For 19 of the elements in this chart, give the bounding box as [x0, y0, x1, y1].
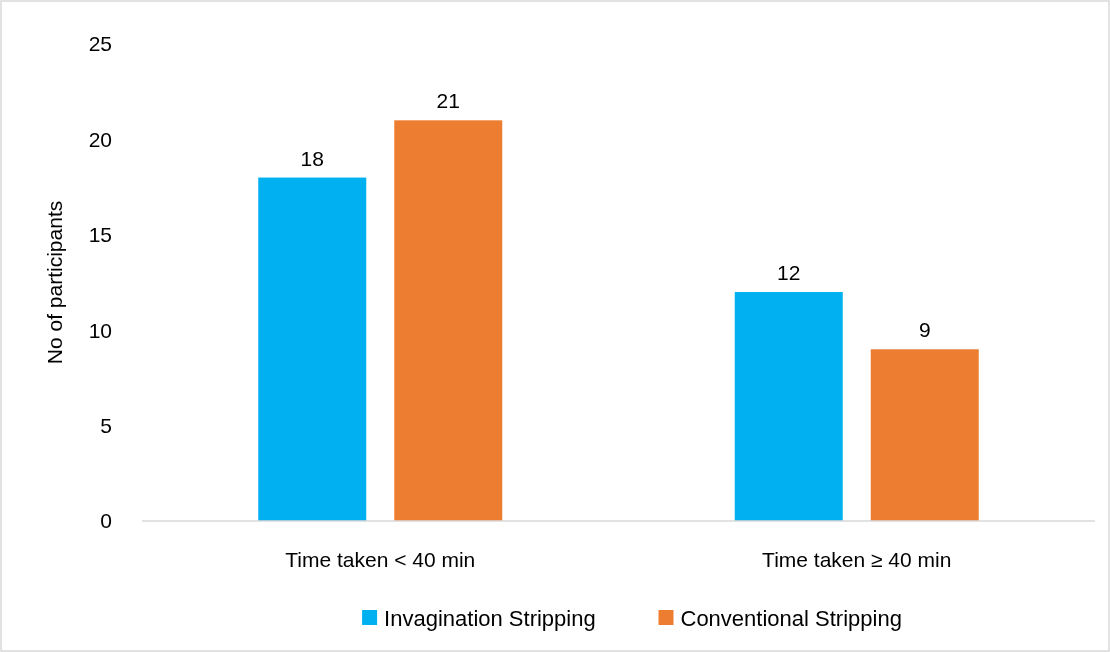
x-tick-label: Time taken ≥ 40 min — [762, 548, 952, 571]
x-tick-label: Time taken < 40 min — [285, 548, 476, 571]
y-tick-label: 10 — [88, 318, 112, 342]
y-tick-label: 0 — [100, 509, 112, 533]
bar — [870, 349, 979, 521]
legend-label: Conventional Stripping — [680, 605, 902, 631]
data-label: 18 — [300, 146, 324, 170]
bar — [394, 120, 503, 521]
y-tick-label: 20 — [88, 127, 112, 151]
bar — [258, 177, 367, 521]
data-label: 9 — [918, 318, 931, 342]
legend-label: Invagination Stripping — [384, 605, 596, 631]
y-tick-label: 5 — [100, 413, 112, 437]
data-label: 21 — [436, 89, 460, 113]
bar — [734, 292, 843, 521]
y-tick-label: 15 — [88, 223, 112, 247]
y-tick-label: 25 — [88, 32, 112, 56]
data-label: 12 — [777, 261, 801, 285]
y-axis-title: No of participants — [43, 200, 66, 365]
